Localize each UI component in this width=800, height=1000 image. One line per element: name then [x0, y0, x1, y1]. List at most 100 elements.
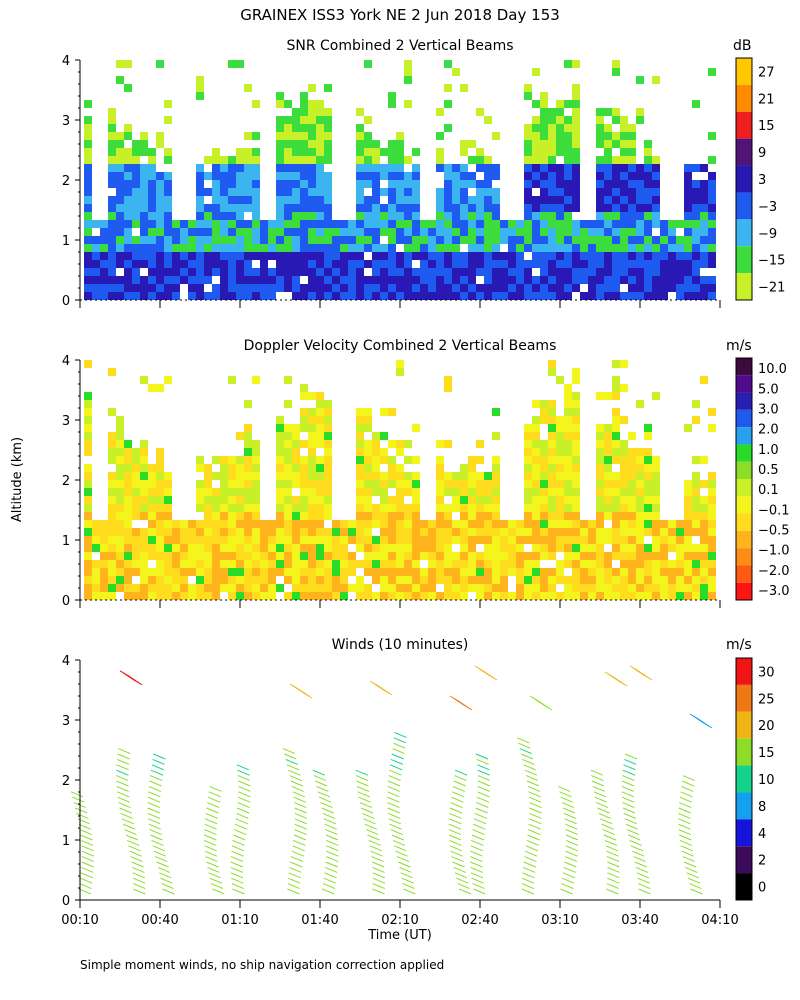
heat-cell — [252, 196, 260, 204]
heat-cell — [204, 576, 212, 584]
heat-cell — [692, 188, 700, 196]
heat-cell — [636, 236, 644, 244]
heat-cell — [596, 392, 604, 400]
heat-cell — [164, 244, 172, 252]
wind-barb — [357, 791, 370, 798]
wind-barb — [594, 796, 608, 803]
heat-cell — [556, 416, 564, 424]
heat-cell — [380, 544, 388, 552]
heat-cell — [212, 172, 220, 180]
heat-cell — [452, 488, 460, 496]
heat-cell — [652, 164, 660, 172]
heat-cell — [532, 584, 540, 592]
heat-cell — [124, 560, 132, 568]
heat-cell — [516, 536, 524, 544]
heat-cell — [212, 196, 220, 204]
heat-cell — [300, 464, 308, 472]
heat-cell — [132, 172, 140, 180]
heat-cell — [556, 228, 564, 236]
colorbar-swatch — [736, 530, 752, 549]
heat-cell — [396, 196, 404, 204]
heat-cell — [540, 292, 548, 300]
heat-cell — [436, 196, 444, 204]
heat-cell — [468, 140, 476, 148]
heat-cell — [548, 180, 556, 188]
y-tick-label: 3 — [62, 714, 70, 729]
heat-cell — [108, 592, 116, 600]
heat-cell — [452, 576, 460, 584]
heat-cell — [124, 228, 132, 236]
heat-cell — [444, 204, 452, 212]
heat-cell — [404, 268, 412, 276]
wind-barb — [629, 839, 642, 846]
heat-cell — [652, 204, 660, 212]
heat-cell — [460, 292, 468, 300]
heat-cell — [116, 464, 124, 472]
heat-cell — [372, 472, 380, 480]
heat-cell — [316, 220, 324, 228]
heat-cell — [244, 180, 252, 188]
heat-cell — [612, 156, 620, 164]
heat-cell — [388, 464, 396, 472]
heat-cell — [452, 560, 460, 568]
heat-cell — [252, 504, 260, 512]
heat-cell — [612, 536, 620, 544]
heat-cell — [276, 180, 284, 188]
heat-cell — [156, 252, 164, 260]
heat-cell — [508, 236, 516, 244]
heat-cell — [572, 408, 580, 416]
wind-barb — [523, 861, 536, 868]
heat-cell — [236, 464, 244, 472]
heat-cell — [220, 568, 228, 576]
wind-barb — [287, 877, 301, 884]
wind-barb — [563, 866, 576, 873]
heat-cell — [596, 544, 604, 552]
heat-cell — [220, 528, 228, 536]
heat-cell — [516, 228, 524, 236]
heat-cell — [436, 544, 444, 552]
heat-cell — [564, 148, 572, 156]
heat-cell — [404, 504, 412, 512]
heat-cell — [292, 592, 300, 600]
heat-cell — [548, 576, 556, 584]
heat-cell — [364, 592, 372, 600]
heat-cell — [460, 504, 468, 512]
heat-cell — [460, 560, 468, 568]
heat-cell — [452, 592, 460, 600]
colorbar-swatch — [736, 548, 752, 566]
heat-cell — [500, 260, 508, 268]
heat-cell — [364, 560, 372, 568]
wind-barb — [452, 785, 466, 792]
heat-cell — [404, 568, 412, 576]
wind-barb — [116, 758, 130, 765]
heat-cell — [364, 236, 372, 244]
heat-cell — [124, 124, 132, 132]
heat-cell — [524, 480, 532, 488]
heat-cell — [660, 536, 668, 544]
wind-barb — [472, 829, 485, 836]
heat-cell — [636, 196, 644, 204]
wind-barb — [457, 883, 470, 890]
heat-cell — [140, 512, 148, 520]
heat-cell — [604, 560, 612, 568]
heat-cell — [148, 528, 156, 536]
heat-cell — [164, 284, 172, 292]
heat-cell — [452, 228, 460, 236]
heat-cell — [564, 464, 572, 472]
heat-cell — [292, 212, 300, 220]
heat-cell — [476, 560, 484, 568]
heat-cell — [620, 244, 628, 252]
heat-cell — [468, 584, 476, 592]
heat-cell — [396, 488, 404, 496]
wind-barb — [527, 829, 541, 836]
heat-cell — [132, 584, 140, 592]
heat-cell — [292, 244, 300, 252]
heat-cell — [396, 132, 404, 140]
heat-cell — [452, 204, 460, 212]
wind-barb — [151, 839, 164, 846]
heat-cell — [292, 576, 300, 584]
heat-cell — [300, 416, 308, 424]
heat-cell — [140, 480, 148, 488]
heat-cell — [460, 180, 468, 188]
wind-barb — [70, 791, 84, 798]
